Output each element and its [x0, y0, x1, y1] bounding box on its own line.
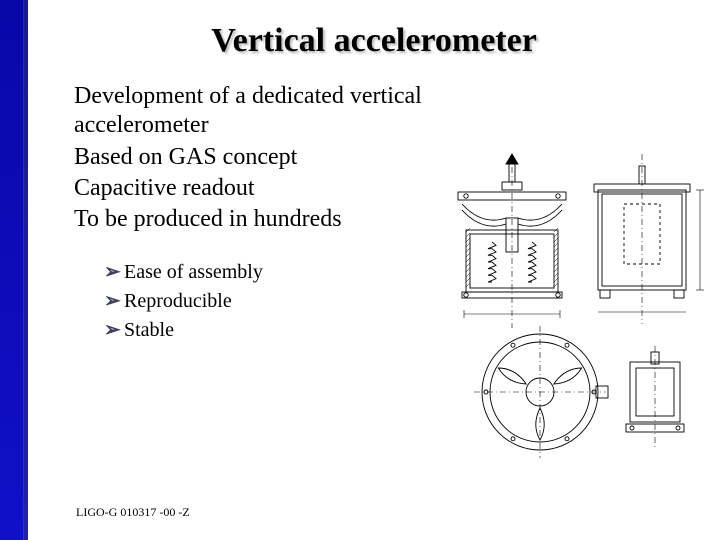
slide-footer: LIGO-G 010317 -00 -Z	[76, 505, 190, 520]
sub-point-label: Stable	[124, 316, 174, 345]
slide-body: Vertical accelerometer Development of a …	[28, 0, 720, 540]
slide-title: Vertical accelerometer	[28, 22, 720, 60]
sub-bullet-list: ➢ Ease of assembly ➢ Reproducible ➢ Stab…	[104, 258, 263, 345]
main-point: Capacitive readout	[74, 174, 454, 203]
sub-point-label: Reproducible	[124, 287, 232, 316]
chevron-bullet-icon: ➢	[104, 258, 124, 287]
main-point: Based on GAS concept	[74, 143, 454, 172]
slide-accent-bar	[0, 0, 24, 540]
sub-point: ➢ Ease of assembly	[104, 258, 263, 287]
engineering-drawing-svg	[440, 152, 704, 464]
sub-point-label: Ease of assembly	[124, 258, 263, 287]
chevron-bullet-icon: ➢	[104, 316, 124, 345]
main-point: Development of a dedicated vertical acce…	[74, 82, 454, 141]
sub-point: ➢ Stable	[104, 316, 263, 345]
sub-point: ➢ Reproducible	[104, 287, 263, 316]
main-bullet-list: Development of a dedicated vertical acce…	[74, 82, 454, 236]
engineering-drawing	[440, 152, 704, 464]
chevron-bullet-icon: ➢	[104, 287, 124, 316]
main-point: To be produced in hundreds	[74, 205, 454, 234]
